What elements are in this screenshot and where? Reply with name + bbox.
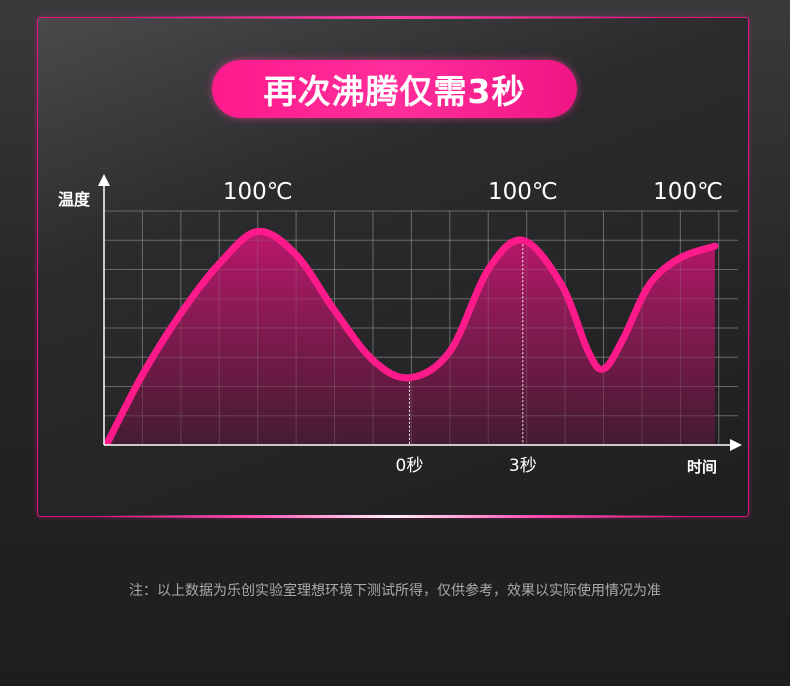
- panel-glow-bottom: [98, 515, 688, 518]
- area-fill: [107, 231, 715, 445]
- grid-overlay: [104, 210, 738, 445]
- title-banner: 再次沸腾仅需3秒: [212, 60, 577, 118]
- panel-glow-top: [118, 16, 668, 19]
- disclaimer-note: 注：以上数据为乐创实验室理想环境下测试所得，仅供参考，效果以实际使用情况为准: [129, 583, 661, 599]
- title-text: 再次沸腾仅需3秒: [263, 72, 526, 111]
- peak-temperature-label: 100℃: [223, 179, 293, 205]
- y-axis-label: 温度: [57, 190, 91, 209]
- peak-temperature-label: 100℃: [653, 179, 723, 205]
- marker-label: 3秒: [509, 456, 537, 476]
- series-line: [104, 227, 719, 446]
- x-axis-arrow-icon: [730, 439, 742, 451]
- x-axis-label: 时间: [687, 458, 717, 476]
- time-markers: [408, 240, 524, 445]
- peak-temperature-label: 100℃: [488, 179, 558, 205]
- marker-label: 0秒: [396, 456, 424, 476]
- y-axis-arrow-icon: [98, 174, 110, 186]
